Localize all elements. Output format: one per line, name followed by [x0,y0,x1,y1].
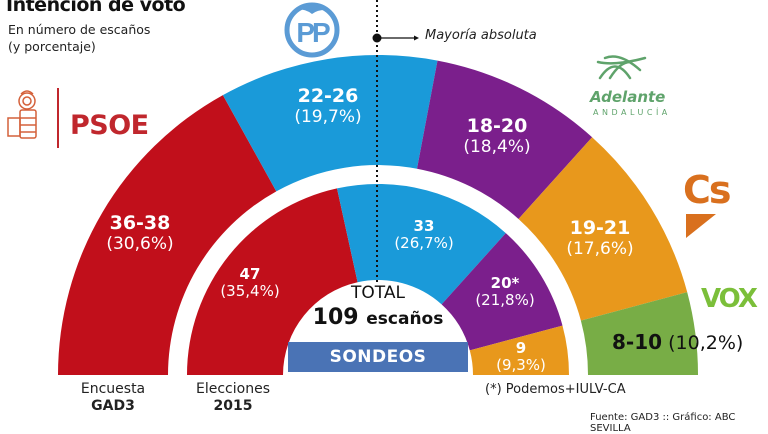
percentage: (35,4%) [220,282,280,301]
base-label-line1: Elecciones [196,381,270,397]
adelante-logo-subtext: ANDALUCÍA [593,108,671,117]
base-label-line2: 2015 [213,397,253,414]
base-label-line1: Encuesta [80,381,146,397]
seats: 33 [413,217,435,235]
inner-label-psoe: 47 (35,4%) [220,265,280,301]
cs-logo-icon [686,214,716,238]
adelante-logo-text: Adelante [590,88,666,106]
inner-label-podemos: 20* (21,8%) [475,274,535,310]
inner-segment-podemos [441,233,563,351]
total-value: 109 escaños [313,305,444,330]
percentage: (9,3%) [496,356,546,375]
psoe-rose-icon [7,90,37,139]
outer-label-vox: 8-10 (10,2%) [612,330,743,354]
sondeos-banner: SONDEOS [288,342,468,372]
chart-title: Intención de voto [6,0,186,16]
outer-label-adelante: 18-20 (18,4%) [463,115,531,157]
outer-segment-psoe [58,95,277,375]
majority-label: Mayoría absoluta [425,28,537,43]
inner-segment-cs [469,325,569,375]
percentage: (10,2%) [668,332,744,354]
seats: 8-10 [612,330,663,354]
outer-segment-vox [580,292,699,375]
total-unit: escaños [366,309,444,329]
cs-logo-text: Cs [683,168,731,212]
percentage: (17,6%) [566,238,634,259]
inner-label-cs: 9 (9,3%) [496,339,546,375]
footnote: (*) Podemos+IULV-CA [485,382,626,397]
percentage: (21,8%) [475,291,535,310]
outer-label-psoe: 36-38 (30,6%) [106,212,174,254]
outer-segment-pp [222,55,438,192]
percentage: (30,6%) [106,233,174,254]
inner-segment-pp [337,183,506,305]
outer-ring [58,55,699,375]
percentage: (19,7%) [294,106,362,127]
percentage: (26,7%) [394,234,454,253]
vox-logo-text: VOX [701,284,758,314]
total-label: TOTAL [351,283,405,303]
seats: 9 [515,339,527,357]
seats: 20* [490,274,520,292]
base-label-line2: GAD3 [91,397,135,414]
seats: 22-26 [297,85,359,107]
seats: 36-38 [109,212,171,234]
majority-arrowhead [414,35,419,41]
chart-subtitle-line1: En número de escaños [8,22,151,37]
chart-subtitle-line2: (y porcentaje) [8,39,96,54]
svg-text:PP: PP [296,17,330,48]
outer-label-pp: 22-26 (19,7%) [294,85,362,127]
seats: 47 [239,265,261,283]
outer-segment-adelante [417,60,593,219]
inner-label-pp: 33 (26,7%) [394,217,454,253]
percentage: (18,4%) [463,136,531,157]
outer-segment-cs [518,137,688,321]
inner-ring [187,183,569,375]
seats: 18-20 [466,115,528,137]
total-number: 109 [312,305,359,330]
base-label-inner: Elecciones 2015 [196,381,270,415]
inner-segment-psoe [187,188,358,375]
source-credit: Fuente: GAD3 :: Gráfico: ABC SEVILLA [590,412,736,434]
seats: 19-21 [569,217,631,239]
pp-logo-icon: PP [284,2,340,58]
base-label-outer: Encuesta GAD3 [81,381,145,415]
psoe-logo-divider [57,88,59,148]
psoe-logo-text: PSOE [70,110,149,141]
adelante-logo-icon [596,55,647,80]
outer-label-cs: 19-21 (17,6%) [566,217,634,259]
